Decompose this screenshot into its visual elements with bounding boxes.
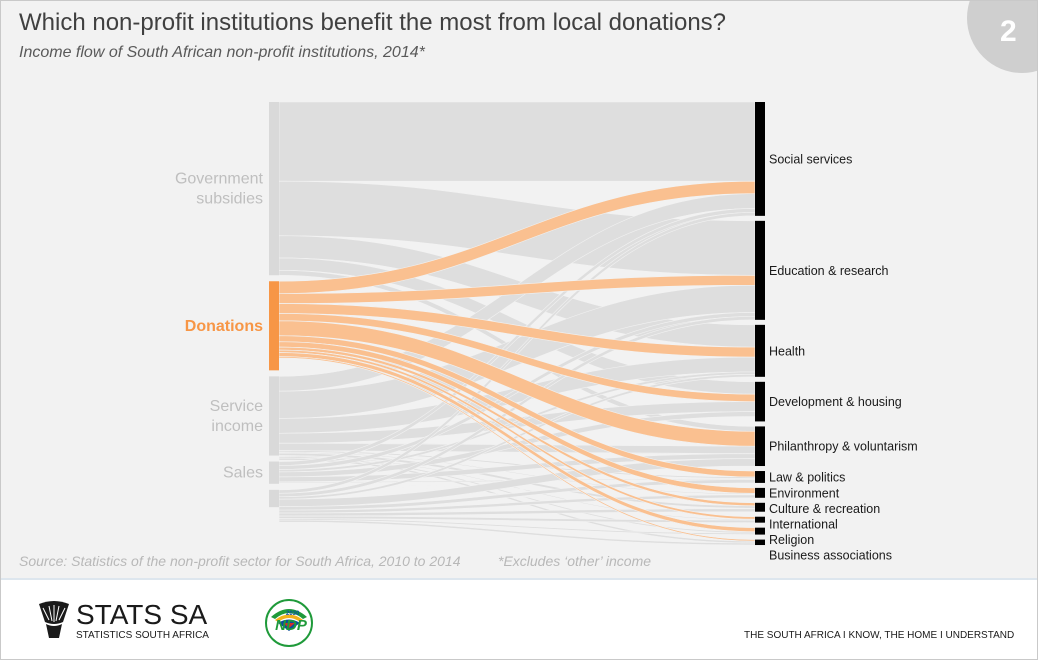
target-label-law: Law & politics (769, 470, 845, 484)
target-node-bus (755, 539, 765, 546)
source-label-don: Donations (185, 318, 263, 335)
target-node-hea (755, 324, 765, 377)
ndp-logo-icon (265, 599, 313, 647)
source-label-gov: Government subsidies (175, 171, 264, 208)
target-node-int (755, 516, 765, 523)
source-node-sal (269, 461, 279, 484)
source-node-gov (269, 102, 279, 276)
tagline: THE SOUTH AFRICA I KNOW, THE HOME I UNDE… (744, 630, 1015, 641)
source-node-svc (269, 376, 279, 456)
sankey-labels: Government subsidies Donations Service incom… (175, 152, 918, 561)
target-node-phi (755, 426, 765, 467)
target-node-rel (755, 527, 765, 535)
target-node-edu (755, 220, 765, 320)
target-label-soc: Social services (769, 152, 852, 166)
target-label-phi: Philanthropy & voluntarism (769, 440, 918, 454)
target-label-hea: Health (769, 344, 805, 358)
target-label-dev: Development & housing (769, 395, 902, 409)
target-node-cul (755, 502, 765, 512)
footnote: *Excludes ‘other’ income (498, 553, 652, 569)
target-node-law (755, 471, 765, 483)
stats-sa-logo-icon (39, 601, 69, 638)
source-note: Source: Statistics of the non-profit sec… (19, 553, 461, 569)
target-node-soc (755, 102, 765, 216)
target-label-cul: Culture & recreation (769, 502, 880, 516)
source-node-don (269, 281, 279, 371)
target-node-env (755, 487, 765, 498)
chart-subtitle: Income flow of South African non-profit … (19, 44, 425, 61)
flow-gov-soc (278, 101, 756, 182)
stats-sa-logo-text: STATS SA (76, 599, 208, 630)
ndp-year: 2030 (286, 611, 300, 617)
source-label-sal: Sales (223, 465, 263, 482)
ndp-logo-text: NDP (275, 617, 307, 634)
footer-bar: STATS SA STATISTICS SOUTH AFRICA 2030 ND… (1, 578, 1037, 659)
sankey-nodes (269, 102, 765, 546)
stats-sa-logo-subtext: STATISTICS SOUTH AFRICA (76, 630, 209, 641)
target-node-dev (755, 381, 765, 422)
target-label-int: International (769, 517, 838, 531)
target-label-bus: Business associations (769, 548, 892, 561)
source-label-svc: Service income (210, 398, 263, 435)
source-node-oth (269, 489, 279, 508)
target-label-env: Environment (769, 486, 840, 500)
target-label-rel: Religion (769, 533, 814, 547)
highlighted-flows (278, 180, 756, 542)
sankey-chart: Government subsidies Donations Service incom… (175, 101, 918, 561)
chart-title: Which non-profit institutions benefit th… (19, 9, 727, 36)
target-label-edu: Education & research (769, 264, 889, 278)
page-number: 2 (1000, 15, 1017, 48)
